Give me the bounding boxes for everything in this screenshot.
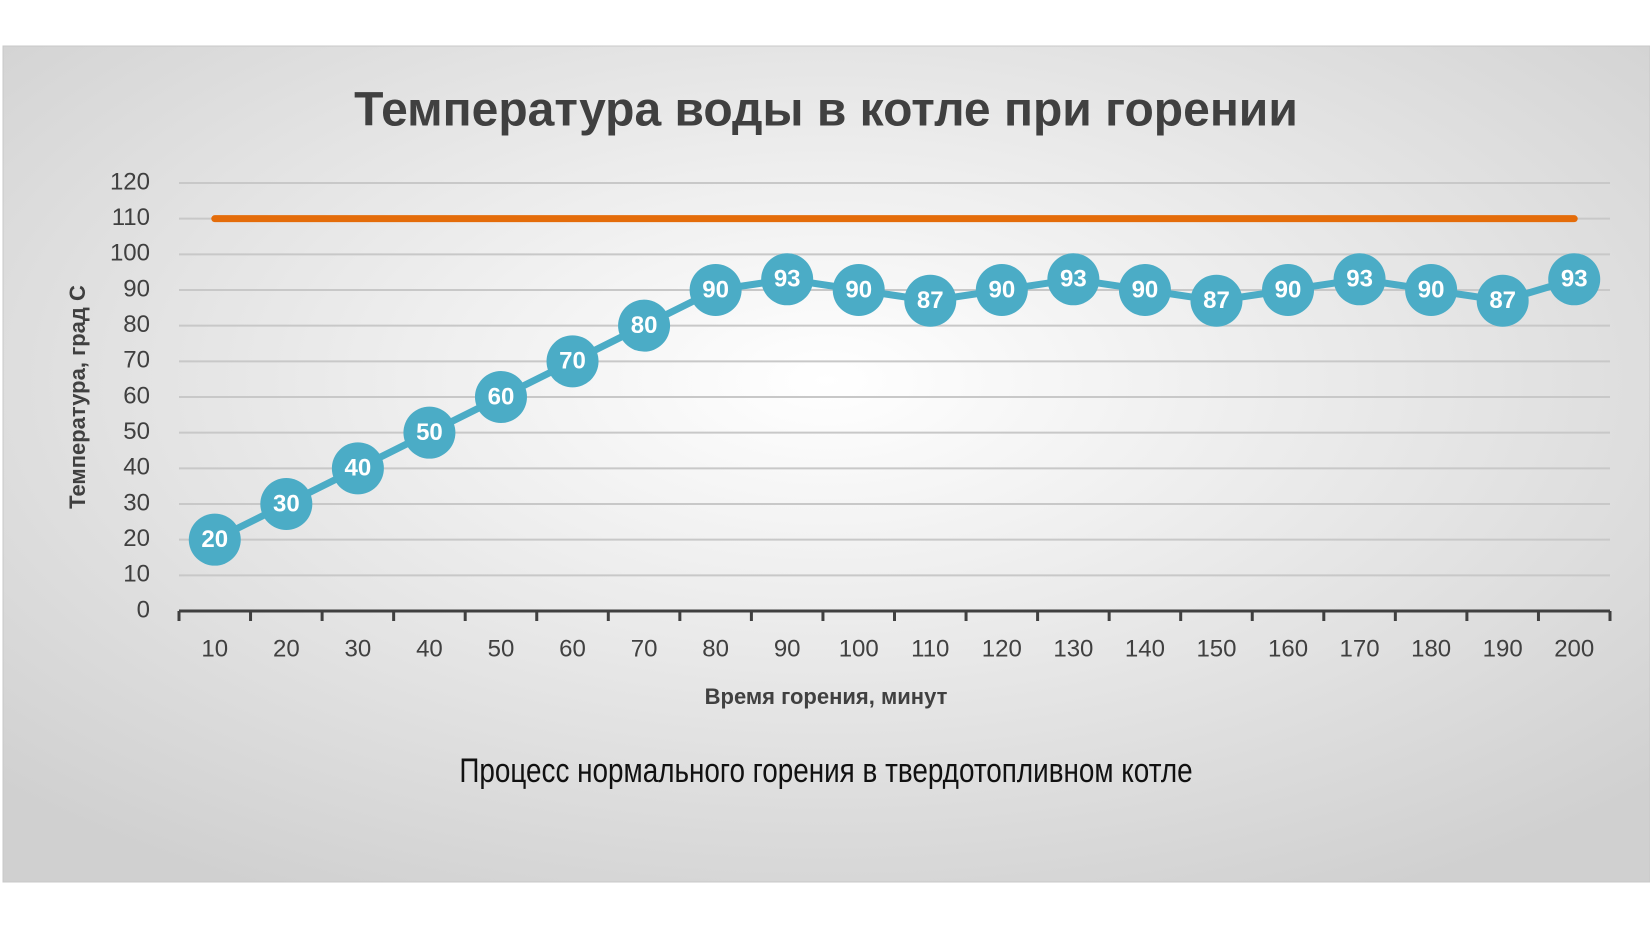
y-tick-label: 70 xyxy=(123,347,150,374)
data-point xyxy=(1405,264,1458,316)
data-label: 50 xyxy=(416,419,443,446)
data-point xyxy=(474,371,527,423)
data-label: 90 xyxy=(988,276,1015,303)
y-axis-title: Температура, град С xyxy=(65,285,90,509)
y-tick-label: 120 xyxy=(110,168,150,195)
data-label: 70 xyxy=(559,348,586,375)
x-tick-label: 10 xyxy=(201,635,228,662)
x-tick-label: 110 xyxy=(911,635,949,662)
x-tick-label: 120 xyxy=(982,635,1022,662)
data-point xyxy=(1548,253,1601,306)
data-label: 93 xyxy=(1561,266,1588,293)
x-tick-label: 50 xyxy=(488,635,515,662)
data-label: 87 xyxy=(917,287,944,314)
data-point xyxy=(1047,253,1100,306)
data-label: 93 xyxy=(1060,266,1087,293)
y-tick-label: 0 xyxy=(137,596,150,623)
data-point xyxy=(618,299,671,352)
y-tick-label: 60 xyxy=(123,382,150,409)
y-tick-label: 40 xyxy=(123,454,150,481)
x-tick-label: 150 xyxy=(1196,635,1236,662)
x-axis-title: Время горения, минут xyxy=(705,684,948,709)
data-point xyxy=(1476,274,1529,327)
x-tick-label: 70 xyxy=(631,635,658,662)
y-tick-label: 10 xyxy=(123,561,150,588)
data-point xyxy=(832,264,885,316)
chart-title: Температура воды в котле при горении xyxy=(354,84,1298,137)
data-label: 90 xyxy=(1418,276,1445,303)
data-point xyxy=(403,406,456,459)
y-tick-label: 90 xyxy=(123,275,150,302)
chart-background xyxy=(2,45,1650,883)
x-tick-label: 160 xyxy=(1268,635,1308,662)
caption: Процесс нормального горения в твердотопл… xyxy=(459,751,1192,789)
data-point xyxy=(975,264,1028,316)
y-tick-label: 20 xyxy=(123,525,150,552)
x-tick-label: 40 xyxy=(416,635,443,662)
x-tick-label: 80 xyxy=(702,635,729,662)
x-tick-label: 60 xyxy=(559,635,586,662)
data-point xyxy=(1190,274,1243,327)
x-tick-label: 90 xyxy=(774,635,801,662)
x-tick-label: 100 xyxy=(839,635,879,662)
data-label: 40 xyxy=(345,455,372,482)
y-tick-label: 50 xyxy=(123,418,150,445)
y-tick-label: 110 xyxy=(112,204,150,231)
data-label: 90 xyxy=(845,276,872,303)
data-label: 87 xyxy=(1203,287,1230,314)
data-point xyxy=(1333,253,1386,306)
data-label: 93 xyxy=(1346,266,1373,293)
data-point xyxy=(188,513,241,566)
data-label: 30 xyxy=(273,490,300,517)
data-label: 60 xyxy=(488,383,515,410)
data-point xyxy=(331,442,384,495)
data-point xyxy=(904,274,957,327)
data-point xyxy=(1118,264,1171,316)
data-point xyxy=(546,335,599,388)
x-tick-label: 140 xyxy=(1125,635,1165,662)
data-label: 90 xyxy=(1132,276,1159,303)
x-tick-label: 190 xyxy=(1483,635,1523,662)
y-tick-label: 30 xyxy=(123,489,150,516)
data-label: 20 xyxy=(201,526,228,553)
data-point xyxy=(260,478,313,530)
data-point xyxy=(1262,264,1315,316)
data-point xyxy=(689,264,742,316)
data-label: 93 xyxy=(774,266,801,293)
x-tick-label: 130 xyxy=(1053,635,1093,662)
data-point xyxy=(761,253,814,306)
data-label: 90 xyxy=(1275,276,1302,303)
y-tick-label: 100 xyxy=(110,240,150,267)
y-tick-label: 80 xyxy=(123,311,150,338)
data-label: 87 xyxy=(1489,287,1516,314)
x-tick-label: 200 xyxy=(1554,635,1594,662)
data-label: 90 xyxy=(702,276,729,303)
x-tick-label: 170 xyxy=(1340,635,1380,662)
x-tick-label: 20 xyxy=(273,635,300,662)
x-tick-label: 180 xyxy=(1411,635,1451,662)
x-tick-label: 30 xyxy=(345,635,372,662)
data-label: 80 xyxy=(631,312,658,339)
